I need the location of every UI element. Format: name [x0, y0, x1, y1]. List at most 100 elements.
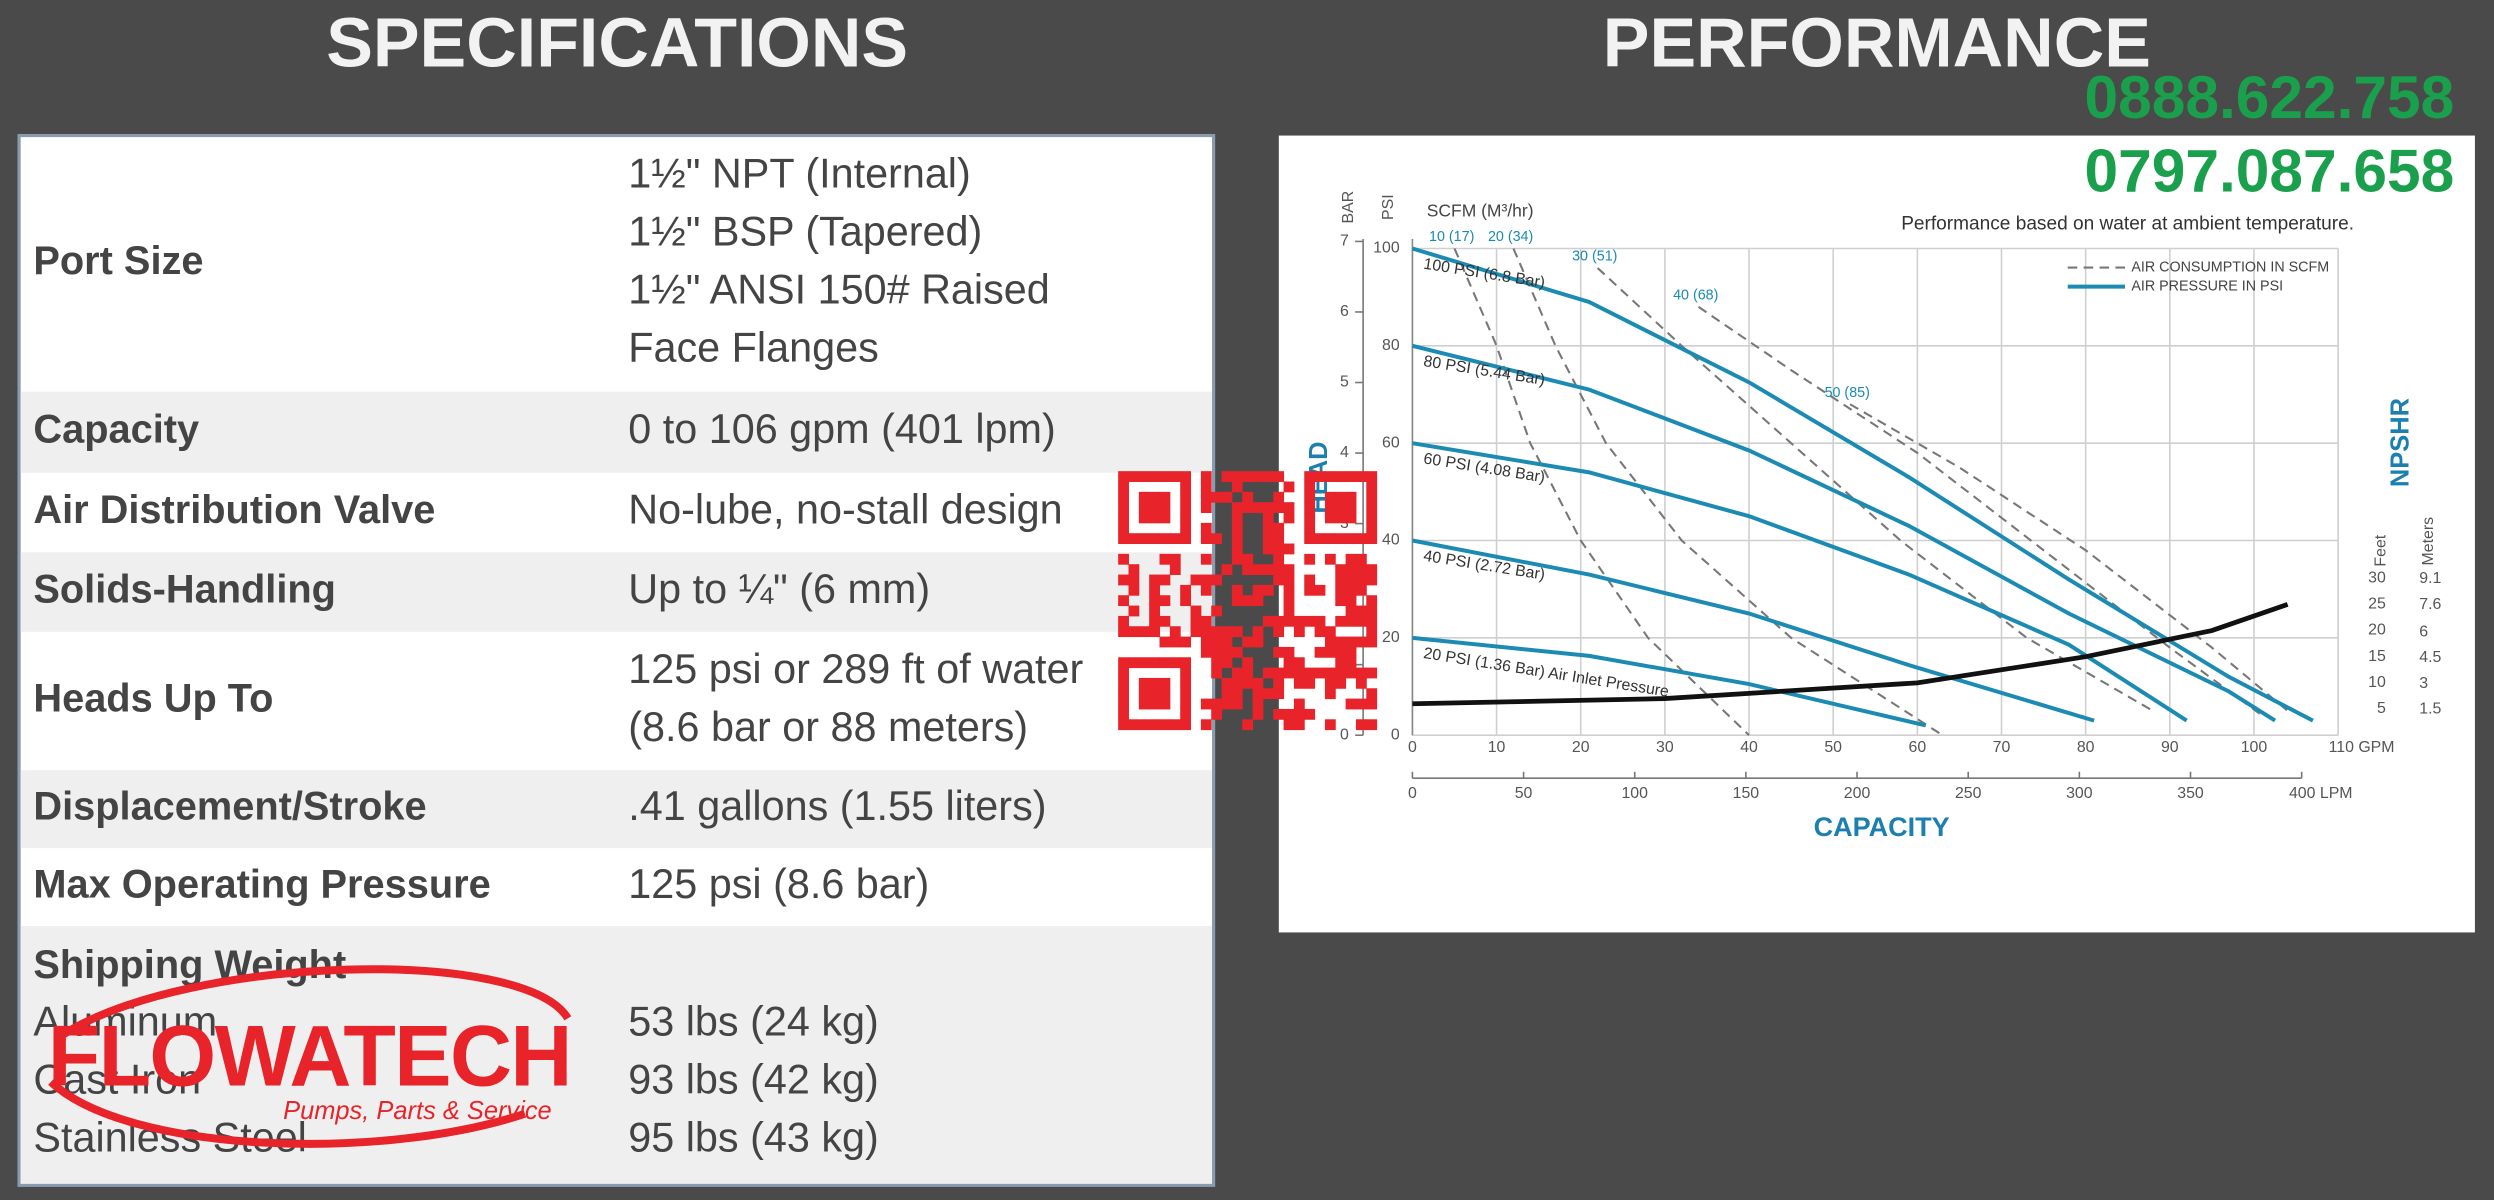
qr-module	[1366, 533, 1378, 545]
qr-module	[1231, 584, 1243, 596]
x-tick-label: 10	[1488, 739, 1506, 756]
qr-module	[1221, 471, 1233, 482]
qr-module	[1304, 522, 1316, 534]
qr-module	[1283, 543, 1295, 555]
qr-module	[1180, 708, 1192, 720]
qr-module	[1200, 719, 1212, 731]
qr-module	[1355, 667, 1367, 679]
qr-module	[1273, 667, 1285, 679]
qr-module	[1118, 481, 1129, 493]
qr-module	[1335, 657, 1347, 669]
row-sublabel: Stainless Steel	[33, 1115, 306, 1161]
qr-module	[1324, 626, 1336, 638]
qr-module	[1252, 502, 1264, 513]
qr-module	[1293, 657, 1305, 669]
qr-module	[1118, 574, 1129, 586]
qr-module	[1118, 491, 1129, 503]
qr-module	[1273, 688, 1285, 700]
qr-module	[1366, 615, 1378, 627]
qr-module	[1273, 615, 1285, 627]
qr-module	[1159, 574, 1171, 586]
x-tick-label: 90	[2161, 739, 2179, 756]
qr-module	[1293, 677, 1305, 689]
qr-module	[1128, 719, 1140, 731]
phone: 0797.087.658	[2085, 136, 2455, 204]
qr-module	[1221, 626, 1233, 638]
qr-module	[1118, 502, 1129, 513]
pressure-curve	[1411, 343, 2277, 723]
qr-module	[1324, 677, 1336, 689]
qr-module	[1190, 605, 1202, 617]
row-value: 1½" BSP (Tapered)	[628, 208, 982, 254]
qr-module	[1324, 491, 1336, 503]
qr-module	[1128, 605, 1140, 617]
qr-module	[1211, 698, 1223, 710]
qr-module	[1231, 533, 1243, 545]
qr-module	[1149, 719, 1160, 731]
qr-module	[1345, 471, 1357, 482]
qr-module	[1335, 595, 1347, 607]
qr-module	[1304, 533, 1316, 545]
row-bg	[20, 552, 1213, 632]
qr-module	[1180, 667, 1192, 679]
qr-module	[1200, 698, 1212, 710]
feet-label: Feet	[2372, 534, 2389, 566]
row-label: Port Size	[33, 239, 203, 283]
qr-module	[1355, 698, 1367, 710]
qr-module	[1273, 708, 1285, 720]
qr-module	[1345, 657, 1357, 669]
qr-module	[1366, 605, 1378, 617]
pressure-curve	[1411, 246, 2314, 723]
row-label: Displacement/Stroke	[33, 785, 426, 829]
qr-module	[1366, 491, 1378, 503]
qr-module	[1149, 533, 1160, 545]
qr-module	[1252, 677, 1264, 689]
legend-label: AIR PRESSURE IN PSI	[2131, 278, 2283, 294]
qr-module	[1283, 595, 1295, 607]
qr-module	[1324, 471, 1336, 482]
qr-module	[1159, 553, 1171, 565]
qr-module	[1231, 595, 1243, 607]
qr-module	[1314, 471, 1326, 482]
qr-module	[1324, 667, 1336, 679]
row-value: 125 psi or 289 ft of water	[628, 646, 1083, 692]
qr-module	[1324, 512, 1336, 524]
qr-module	[1190, 574, 1202, 586]
qr-module	[1242, 657, 1254, 669]
lpm-tick-label: 0	[1408, 785, 1417, 802]
qr-module	[1262, 667, 1274, 679]
qr-module	[1149, 595, 1160, 607]
x-tick-label: 50	[1824, 739, 1842, 756]
qr-module	[1304, 615, 1316, 627]
qr-module	[1273, 646, 1285, 658]
qr-module	[1159, 688, 1171, 700]
qr-module	[1366, 522, 1378, 534]
qr-module	[1355, 471, 1367, 482]
psi-label: PSI	[1380, 194, 1397, 220]
qr-module	[1293, 615, 1305, 627]
qr-module	[1314, 584, 1326, 596]
qr-module	[1118, 626, 1129, 638]
qr-module	[1324, 636, 1336, 648]
qr-module	[1355, 533, 1367, 545]
pressure-curve	[1412, 635, 1927, 728]
qr-module	[1242, 677, 1254, 689]
legend-label: AIR CONSUMPTION IN SCFM	[2131, 259, 2329, 275]
qr-module	[1242, 491, 1254, 503]
qr-module	[1345, 584, 1357, 596]
qr-module	[1149, 677, 1160, 689]
qr-module	[1169, 564, 1181, 576]
qr-module	[1366, 595, 1378, 607]
phone: 0888.622.758	[2085, 63, 2455, 131]
pressure-curve	[1412, 538, 2095, 723]
qr-module	[1283, 502, 1295, 513]
qr-module	[1118, 688, 1129, 700]
qr-module	[1200, 646, 1212, 658]
qr-module	[1304, 512, 1316, 524]
meters-tick-label: 3	[2419, 675, 2428, 692]
qr-module	[1283, 615, 1295, 627]
qr-module	[1252, 636, 1264, 648]
air-curve-label: 50 (85)	[1825, 385, 1870, 401]
qr-module	[1273, 626, 1285, 638]
